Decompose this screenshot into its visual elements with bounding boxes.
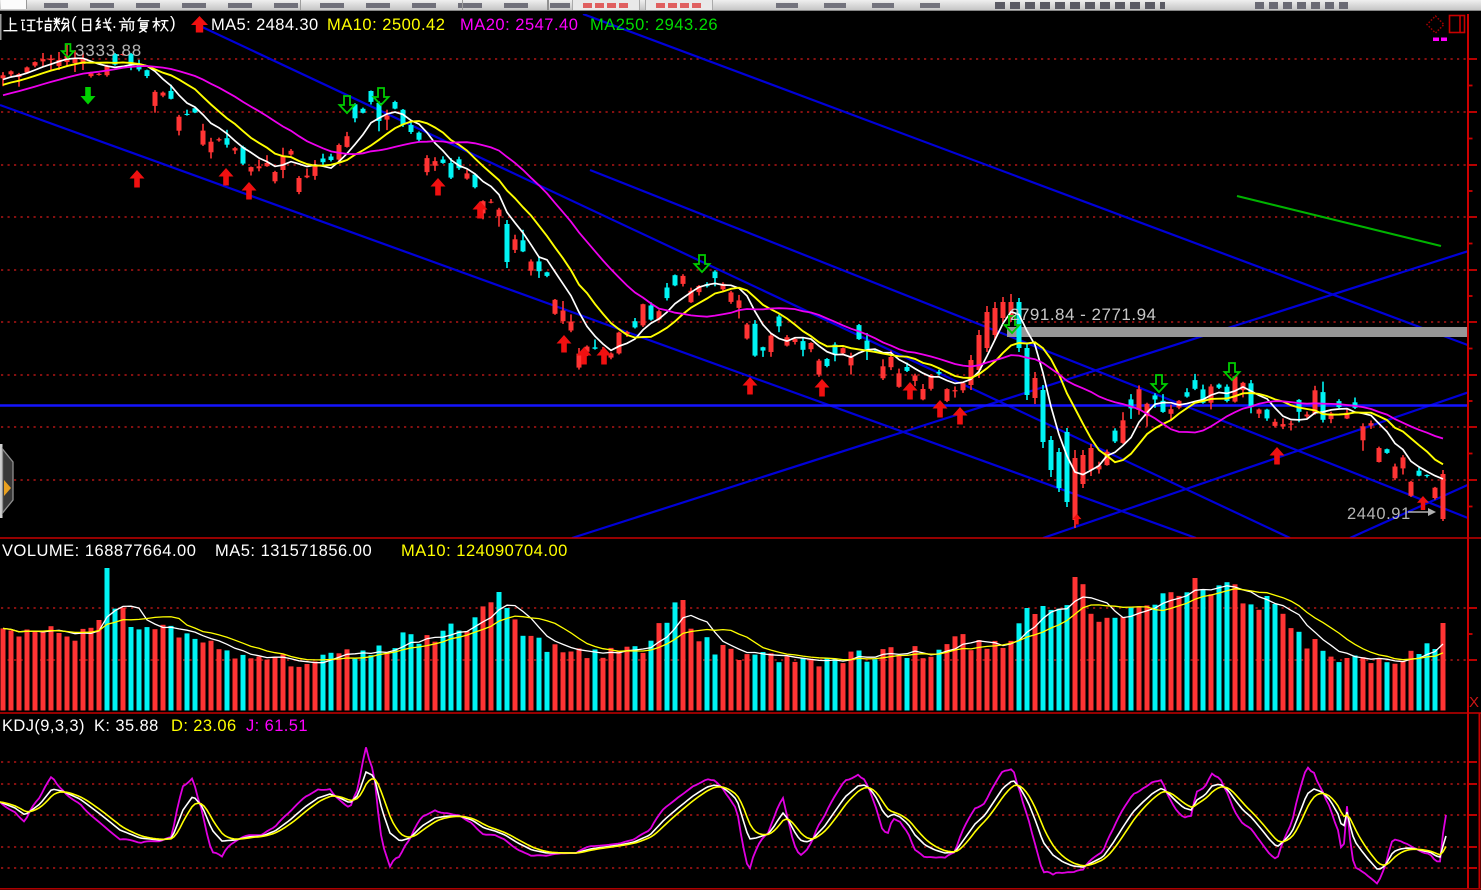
svg-text:X: X: [1469, 694, 1479, 711]
